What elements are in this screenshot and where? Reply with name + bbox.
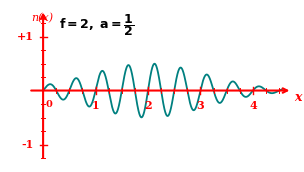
- Text: 1: 1: [92, 100, 99, 111]
- Text: 2: 2: [144, 100, 152, 111]
- Text: n(x): n(x): [32, 13, 54, 24]
- Text: 3: 3: [197, 100, 204, 111]
- Text: x: x: [294, 91, 301, 104]
- Text: +1: +1: [17, 31, 34, 42]
- Text: 0: 0: [46, 100, 53, 109]
- Text: -1: -1: [21, 139, 34, 150]
- Text: $\mathbf{f{=}2,\ a{=}\dfrac{1}{2}}$: $\mathbf{f{=}2,\ a{=}\dfrac{1}{2}}$: [59, 12, 134, 38]
- Text: 4: 4: [249, 100, 257, 111]
